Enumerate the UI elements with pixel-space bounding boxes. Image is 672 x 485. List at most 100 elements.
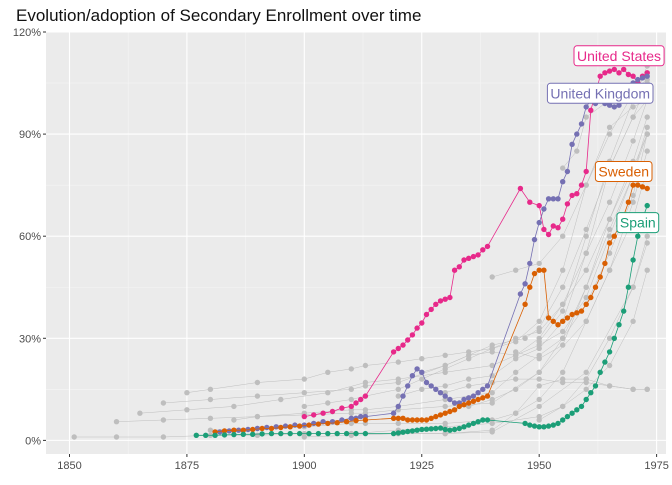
series-united-states-point: [419, 320, 425, 326]
background-series-point: [513, 349, 519, 355]
background-series-point: [644, 148, 650, 154]
series-united-kingdom-point: [390, 410, 397, 416]
series-spain-point: [625, 284, 632, 290]
background-series-point: [560, 165, 566, 171]
series-spain-point: [592, 383, 599, 389]
background-series-point: [644, 240, 650, 246]
background-series-point: [560, 301, 566, 307]
series-sweden-point: [484, 393, 491, 399]
background-series-point: [348, 420, 354, 427]
series-spain-point: [419, 426, 425, 433]
series-united-kingdom-point: [320, 419, 326, 425]
series-sweden-point: [409, 417, 416, 423]
series-united-states-point: [578, 182, 585, 188]
background-series-point: [560, 342, 566, 348]
background-series-point: [301, 376, 307, 382]
background-series-point: [606, 250, 613, 256]
series-spain-point: [353, 430, 359, 437]
background-series-point: [606, 335, 613, 341]
series-sweden-point: [423, 417, 430, 423]
background-series-point: [583, 318, 589, 324]
background-series-point: [113, 434, 120, 440]
series-spain-point: [635, 233, 641, 239]
series-sweden-point: [231, 427, 237, 433]
series-spain-point: [334, 430, 340, 437]
label-united-states: United States: [573, 45, 665, 67]
series-united-kingdom-point: [522, 281, 528, 287]
series-sweden-point: [466, 400, 472, 406]
background-series-point: [254, 379, 261, 386]
series-united-states-point: [353, 400, 359, 406]
series-spain-point: [564, 413, 571, 420]
series-spain-point: [588, 390, 594, 396]
series-united-kingdom-point: [550, 196, 556, 202]
series-united-states-point: [588, 107, 594, 114]
series-spain-point: [343, 430, 350, 437]
x-tick-label: 1975: [644, 460, 668, 472]
series-sweden-point: [362, 417, 369, 423]
series-united-kingdom-point: [480, 386, 486, 392]
label-box: [546, 82, 654, 104]
series-united-kingdom-point: [447, 396, 453, 403]
grid-major: [46, 31, 666, 454]
y-tick-label: 120%: [13, 27, 41, 39]
series-sweden-point: [278, 424, 284, 431]
background-series-point: [395, 420, 401, 427]
series-united-states-point: [461, 257, 467, 263]
series-united-states-point: [329, 408, 336, 415]
background-series-point: [301, 403, 307, 410]
series-united-states-point: [320, 410, 326, 416]
series-united-states-point: [395, 345, 401, 352]
series-sweden-point: [353, 417, 359, 424]
series-united-states-point: [423, 311, 430, 318]
series-sweden-point: [343, 419, 350, 425]
series-united-states-point: [536, 202, 542, 209]
background-series-point: [644, 131, 650, 137]
series-united-kingdom-point: [536, 219, 542, 226]
label-text: Spain: [620, 215, 656, 231]
series-sweden-point: [461, 402, 467, 408]
background-series-point: [489, 396, 495, 403]
series-spain-point: [616, 322, 622, 328]
series-spain-point: [644, 202, 650, 209]
series-sweden-point: [296, 423, 303, 429]
background-series-point: [207, 386, 214, 392]
background-series-point: [583, 294, 589, 301]
series-spain-point: [583, 396, 589, 403]
series-spain-point: [602, 359, 608, 365]
background-series-point: [536, 260, 542, 267]
background-series-line: [539, 242, 648, 421]
series-spain-point: [470, 420, 477, 427]
background-series-point: [606, 216, 613, 222]
background-series-point: [489, 349, 495, 355]
background-series-point: [630, 284, 636, 290]
series-united-kingdom-point: [311, 420, 317, 427]
background-series-point: [560, 308, 566, 314]
series-united-kingdom-point: [545, 196, 552, 202]
highlighted-series: [193, 66, 650, 438]
series-spain-point: [597, 369, 603, 375]
series-sweden-point: [433, 413, 439, 420]
background-series-point: [606, 233, 613, 239]
background-series-point: [395, 386, 401, 392]
series-united-states-point: [611, 66, 617, 73]
x-tick-label: 1950: [527, 460, 551, 472]
series-united-states-point: [564, 201, 571, 207]
series-sweden-point: [574, 310, 580, 316]
series-spain-point: [203, 432, 209, 438]
background-series-point: [606, 267, 613, 273]
x-tick-label: 1925: [410, 460, 434, 472]
background-series-point: [442, 403, 448, 410]
series-sweden-point: [611, 233, 617, 239]
series-sweden-point: [527, 284, 533, 290]
series-sweden-point: [428, 415, 434, 421]
series-united-kingdom-point: [264, 424, 270, 431]
series-united-states-point: [484, 243, 491, 250]
series-spain-point: [611, 335, 617, 341]
series-spain-point: [451, 426, 458, 433]
background-series-point: [231, 417, 237, 423]
series-sweden-point: [569, 311, 575, 318]
series-sweden-point: [451, 407, 458, 413]
background-series-point: [644, 114, 650, 120]
background-series-point: [560, 376, 566, 382]
